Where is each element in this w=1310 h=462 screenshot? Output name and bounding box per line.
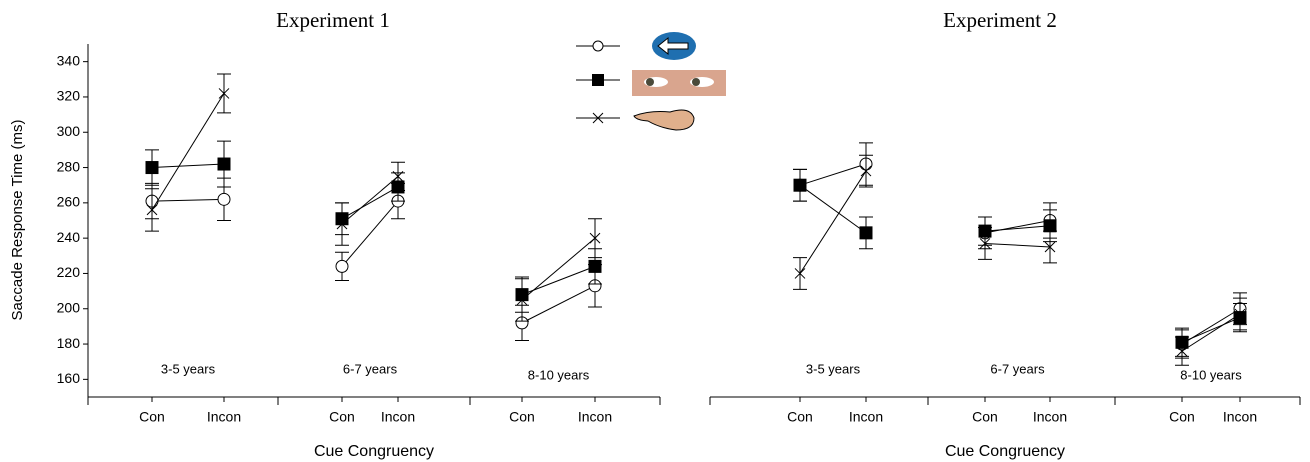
legend-marker [592,74,604,86]
series-line [342,187,398,219]
group-label: 3-5 years [806,361,861,376]
y-tick-label: 160 [57,370,81,386]
y-tick-label: 260 [57,194,81,210]
group-label: 8-10 years [528,367,590,382]
series-line [800,171,866,273]
point [218,158,230,170]
group-label: 6-7 years [990,361,1045,376]
series-line [152,93,224,209]
x-axis-title: Cue Congruency [314,443,434,460]
group-label: 3-5 years [161,361,216,376]
group-label: 6-7 years [343,361,398,376]
series-line [800,185,866,233]
x-tick-label: Con [329,409,355,425]
point [218,193,230,205]
legend-marker [593,41,603,51]
y-axis-title: Saccade Response Time (ms) [9,120,26,321]
y-tick-label: 180 [57,335,81,351]
series-line [152,199,224,201]
point [1044,220,1056,232]
x-tick-label: Incon [381,409,415,425]
series-line [522,238,595,300]
x-tick-label: Incon [849,409,883,425]
y-tick-label: 220 [57,264,81,280]
x-tick-label: Con [972,409,998,425]
figure: Experiment 1 Con Incon Con Incon Con Incon 3-5 … [0,0,1310,462]
group-label: 8-10 years [1180,367,1242,382]
y-tick-label: 320 [57,88,81,104]
x-tick-label: Incon [578,409,612,425]
x-axis-title: Cue Congruency [945,443,1065,460]
chart-title: Experiment 2 [943,8,1057,32]
y-tick-label: 300 [57,123,81,139]
y-tick-label: 240 [57,229,81,245]
x-tick-label: Incon [1223,409,1257,425]
series-line [342,176,398,224]
x-tick-label: Incon [1033,409,1067,425]
y-tick-label: 200 [57,299,81,315]
finger-icon [634,110,694,130]
series-line [1182,314,1240,351]
y-tick-label: 340 [57,52,81,68]
series-line [522,286,595,323]
series-line [342,201,398,266]
point [589,260,601,272]
series-line [800,164,866,185]
x-tick-label: Con [509,409,535,425]
point [860,227,872,239]
x-tick-label: Con [787,409,813,425]
point [336,260,348,272]
pupil [646,78,654,86]
legend [576,32,726,130]
series-line [1182,318,1240,343]
point [794,179,806,191]
pupil [692,78,700,86]
x-tick-label: Incon [207,409,241,425]
series-line [985,243,1050,247]
y-tick-label: 280 [57,158,81,174]
chart-title: Experiment 1 [276,8,390,32]
x-tick-label: Con [1169,409,1195,425]
x-tick-label: Con [139,409,165,425]
point [146,162,158,174]
series-line [152,164,224,168]
